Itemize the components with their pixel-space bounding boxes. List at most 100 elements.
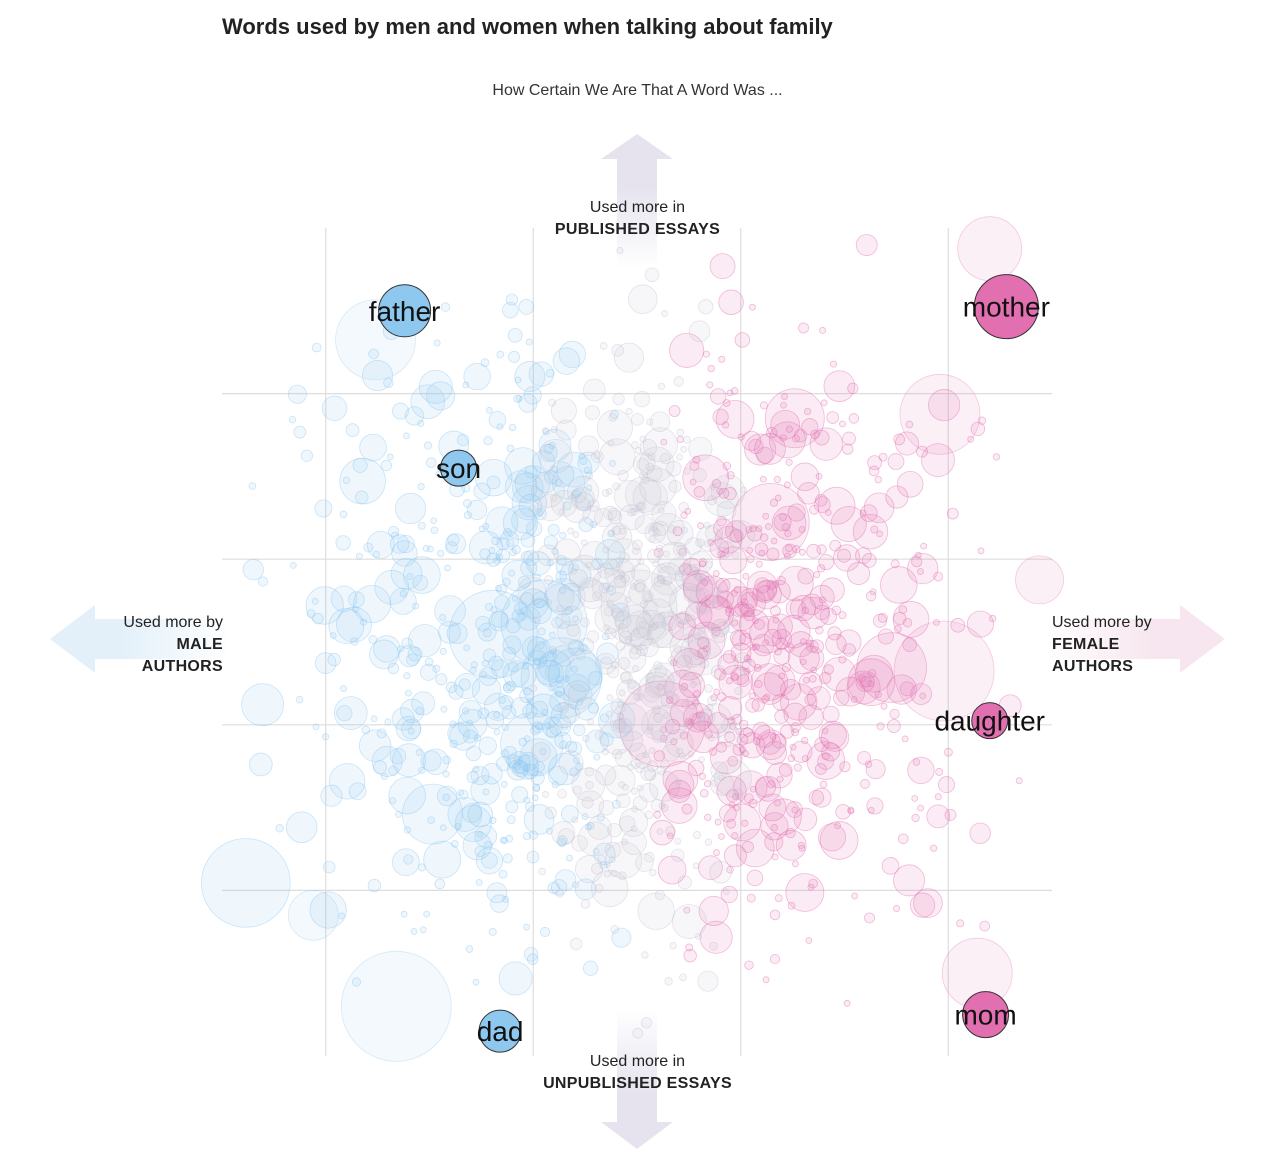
bubble bbox=[507, 327, 523, 343]
bubble bbox=[415, 748, 423, 756]
bubble bbox=[755, 729, 787, 761]
bubble bbox=[645, 667, 675, 697]
bubble bbox=[635, 853, 654, 872]
bubble bbox=[653, 660, 663, 670]
bubble bbox=[611, 927, 632, 948]
bubble bbox=[698, 709, 716, 726]
bubble bbox=[306, 609, 316, 618]
bubble bbox=[391, 540, 418, 567]
bubble bbox=[678, 501, 690, 513]
bubble bbox=[593, 508, 613, 528]
bubble bbox=[956, 919, 965, 928]
bubble bbox=[555, 613, 571, 629]
bubble bbox=[864, 760, 873, 768]
bubble bbox=[712, 596, 720, 604]
bubble bbox=[762, 976, 770, 984]
bubble bbox=[833, 689, 850, 707]
bubble bbox=[547, 523, 560, 536]
bubble bbox=[570, 665, 578, 673]
bubble bbox=[520, 592, 535, 607]
bubble bbox=[637, 892, 675, 930]
bubble bbox=[946, 507, 959, 520]
bubble bbox=[520, 532, 536, 548]
bubble bbox=[646, 621, 674, 649]
bubble bbox=[617, 700, 624, 708]
bubble bbox=[518, 393, 538, 413]
bubble bbox=[745, 525, 753, 534]
bubble bbox=[769, 733, 777, 741]
bubble bbox=[645, 462, 654, 472]
bubble bbox=[457, 433, 470, 447]
bubble bbox=[484, 602, 494, 612]
bubble bbox=[530, 685, 538, 692]
bubble bbox=[835, 676, 866, 707]
bubble bbox=[585, 780, 594, 790]
bubble bbox=[586, 822, 595, 830]
bubble bbox=[486, 552, 501, 567]
bubble bbox=[818, 720, 847, 749]
bubble bbox=[723, 803, 762, 842]
bubble bbox=[684, 717, 692, 726]
bubble bbox=[798, 526, 806, 534]
bubble bbox=[697, 576, 706, 584]
bubble bbox=[805, 937, 813, 944]
bubble bbox=[846, 670, 881, 705]
bubble bbox=[741, 840, 754, 853]
bubble bbox=[704, 813, 712, 822]
bubble bbox=[690, 673, 703, 686]
bubble bbox=[634, 447, 642, 455]
bubble bbox=[440, 302, 451, 312]
bubble bbox=[423, 840, 462, 879]
bubble bbox=[669, 626, 711, 668]
bubble bbox=[682, 557, 701, 576]
bubble bbox=[753, 672, 786, 705]
bubble bbox=[864, 912, 876, 924]
bubble bbox=[482, 648, 497, 662]
bubble bbox=[610, 410, 619, 420]
bubble bbox=[386, 453, 394, 461]
bubble bbox=[547, 652, 558, 662]
bubble bbox=[709, 253, 736, 280]
bubble bbox=[731, 832, 739, 840]
bubble bbox=[531, 721, 544, 734]
bubble bbox=[502, 660, 530, 688]
bubble bbox=[740, 486, 748, 494]
bubble bbox=[725, 677, 733, 685]
bubble bbox=[732, 793, 740, 801]
bubble bbox=[604, 627, 617, 640]
bubble bbox=[538, 429, 572, 462]
arrow-down-icon bbox=[601, 1009, 673, 1149]
bubble bbox=[552, 644, 575, 667]
bubble bbox=[750, 643, 757, 651]
bubble bbox=[801, 736, 809, 745]
bubble bbox=[548, 752, 581, 786]
bubble bbox=[537, 544, 560, 567]
bubble bbox=[698, 595, 735, 632]
bubble bbox=[738, 609, 770, 640]
bubble bbox=[394, 811, 402, 818]
bubble bbox=[567, 527, 574, 535]
bubble bbox=[806, 741, 846, 780]
bubble bbox=[763, 664, 796, 697]
bubble bbox=[792, 545, 801, 554]
bubble bbox=[718, 541, 735, 558]
bubble bbox=[780, 683, 818, 721]
bubble bbox=[565, 656, 601, 692]
bubble bbox=[893, 433, 906, 446]
bubble bbox=[718, 833, 725, 840]
bubble bbox=[417, 419, 425, 427]
bubble bbox=[805, 639, 813, 647]
bubble bbox=[730, 387, 739, 395]
bubble bbox=[831, 605, 842, 616]
bubble bbox=[798, 322, 809, 334]
bubble bbox=[695, 711, 703, 719]
bubble bbox=[458, 789, 469, 800]
bubble bbox=[539, 926, 551, 938]
bubble bbox=[657, 565, 677, 585]
bubble bbox=[517, 576, 547, 606]
bubble bbox=[734, 686, 743, 696]
bubble bbox=[614, 717, 627, 730]
bubble bbox=[863, 492, 895, 524]
bubble bbox=[502, 301, 519, 319]
bubble bbox=[314, 499, 333, 518]
